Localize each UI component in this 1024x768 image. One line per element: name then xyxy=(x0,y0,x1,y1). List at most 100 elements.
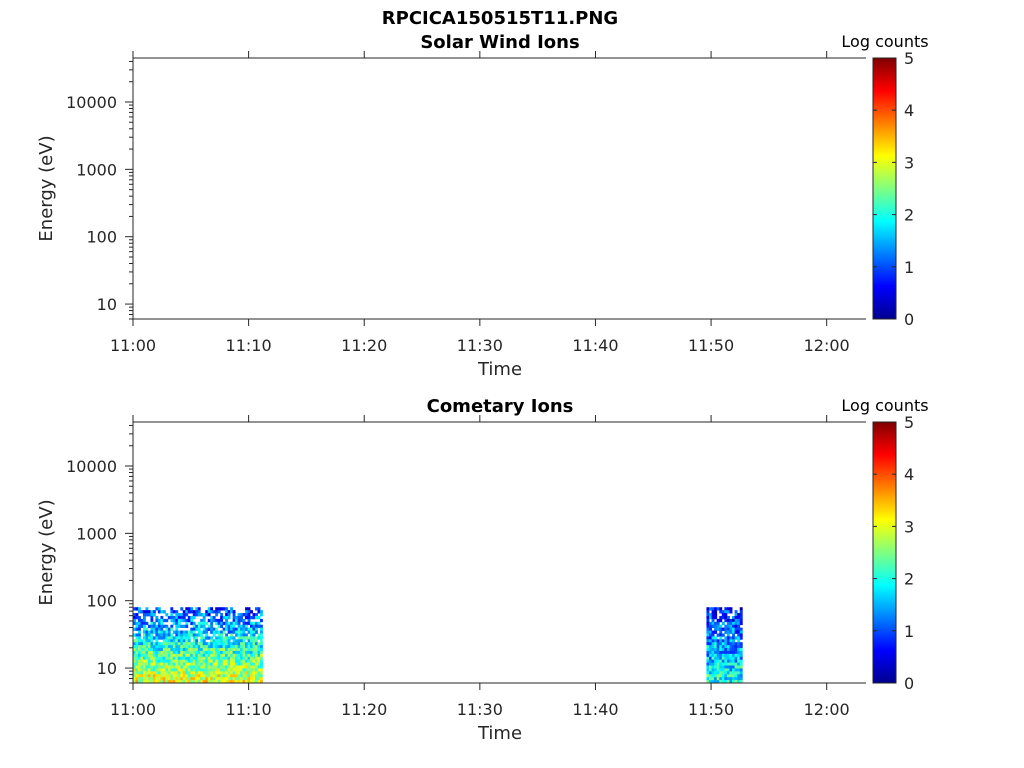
spectrogram-cell xyxy=(230,674,234,678)
spectrogram-cell xyxy=(706,645,710,649)
spectrogram-cell xyxy=(260,630,263,634)
spectrogram-cell xyxy=(135,665,139,669)
spectrogram-cell xyxy=(190,650,194,655)
spectrogram-cell xyxy=(709,627,712,631)
spectrogram-cell xyxy=(150,630,154,634)
x-tick-label: 11:40 xyxy=(572,700,618,719)
spectrogram-cell xyxy=(711,659,715,663)
spectrogram-cell xyxy=(227,642,231,646)
spectrogram-cell xyxy=(247,610,251,614)
spectrogram-cell xyxy=(724,653,728,658)
spectrogram-cell xyxy=(145,610,149,614)
spectrogram-cell xyxy=(182,613,186,617)
spectrogram-cell xyxy=(217,618,221,623)
spectrogram-cell xyxy=(177,648,181,652)
spectrogram-cell xyxy=(721,645,725,649)
spectrogram-cell xyxy=(252,671,256,675)
spectrogram-cell xyxy=(734,671,738,675)
spectrogram-cell xyxy=(195,642,199,646)
spectrogram-cell xyxy=(192,648,196,652)
spectrogram-cell xyxy=(711,650,715,655)
spectrogram-cell xyxy=(220,645,224,649)
spectrogram-cell xyxy=(247,645,251,649)
spectrogram-cell xyxy=(202,665,206,669)
spectrogram-cell xyxy=(227,674,231,678)
spectrogram-cell xyxy=(709,648,712,652)
spectrogram-cell xyxy=(207,650,211,655)
spectrogram-cell xyxy=(729,642,733,646)
spectrogram-cell xyxy=(142,680,146,684)
spectrogram-cell xyxy=(152,610,156,614)
y-tick-label: 1000 xyxy=(76,160,117,179)
spectrogram-cell xyxy=(150,621,154,626)
spectrogram-cell xyxy=(260,618,263,623)
spectrogram-cell xyxy=(706,633,710,637)
spectrogram-cell xyxy=(257,680,261,684)
spectrogram-cell xyxy=(729,656,733,661)
spectrogram-cell xyxy=(177,671,181,675)
spectrogram-cell xyxy=(182,656,186,661)
spectrogram-cell xyxy=(220,636,224,640)
spectrogram-cell xyxy=(147,642,151,646)
spectrogram-cell xyxy=(165,630,169,634)
spectrogram-cell xyxy=(205,627,209,631)
spectrogram-cell xyxy=(220,618,224,623)
spectrogram-cell xyxy=(205,650,209,655)
spectrogram-cell xyxy=(217,674,221,678)
spectrogram-cell xyxy=(142,613,146,617)
spectrogram-cell xyxy=(250,650,253,655)
spectrogram-cell xyxy=(250,639,253,643)
spectrogram-cell xyxy=(716,621,720,626)
spectrogram-cell xyxy=(237,648,241,652)
spectrogram-cell xyxy=(192,656,196,661)
spectrogram-cell xyxy=(716,639,720,643)
spectrogram-cell xyxy=(210,674,214,678)
spectrogram-cell xyxy=(142,671,146,675)
spectrogram-cell xyxy=(724,677,728,681)
spectrogram-cell xyxy=(257,607,261,611)
spectrogram-cell xyxy=(152,656,156,661)
spectrogram-cell xyxy=(719,680,723,684)
spectrogram-cell xyxy=(240,659,243,663)
spectrogram-cell xyxy=(162,665,166,669)
spectrogram-cell xyxy=(714,656,718,661)
spectrogram-cell xyxy=(200,677,204,681)
spectrogram-cell xyxy=(737,642,741,646)
spectrogram-cell xyxy=(247,662,251,666)
spectrogram-cell xyxy=(220,671,224,675)
spectrogram-cell xyxy=(212,662,216,666)
spectrogram-cell xyxy=(726,680,730,684)
spectrogram-cell xyxy=(185,648,189,652)
spectrogram-cell xyxy=(732,624,736,629)
spectrogram-cell xyxy=(172,668,176,672)
spectrogram-cell xyxy=(230,668,234,672)
spectrogram-cell xyxy=(177,662,181,666)
spectrogram-cell xyxy=(737,671,741,675)
spectrogram-cell xyxy=(709,656,712,661)
spectrogram-cell xyxy=(157,680,161,684)
spectrogram-cell xyxy=(192,680,196,684)
spectrogram-cell xyxy=(155,615,159,620)
spectrogram-cell xyxy=(719,630,723,634)
spectrogram-cell xyxy=(212,650,216,655)
spectrogram-cell xyxy=(706,665,710,669)
spectrogram-cell xyxy=(207,674,211,678)
spectrogram-cell xyxy=(706,615,710,620)
spectrogram-cell xyxy=(200,639,204,643)
spectrogram-cell xyxy=(250,624,253,629)
spectrogram-cell xyxy=(215,639,219,643)
spectrogram-cell xyxy=(162,671,166,675)
spectrogram-cell xyxy=(714,624,718,629)
spectrogram-cell xyxy=(247,615,251,620)
spectrogram-cell xyxy=(222,636,226,640)
spectrogram-cell xyxy=(726,648,730,652)
spectrogram-cell xyxy=(145,633,149,637)
spectrogram-cell xyxy=(187,677,191,681)
spectrogram-cell xyxy=(721,680,725,684)
spectrogram-cell xyxy=(200,642,204,646)
spectrogram-cell xyxy=(142,665,146,669)
spectrogram-cell xyxy=(250,621,253,626)
spectrogram-cell xyxy=(180,656,184,661)
spectrogram-cell xyxy=(737,636,741,640)
spectrogram-cell xyxy=(133,639,136,643)
